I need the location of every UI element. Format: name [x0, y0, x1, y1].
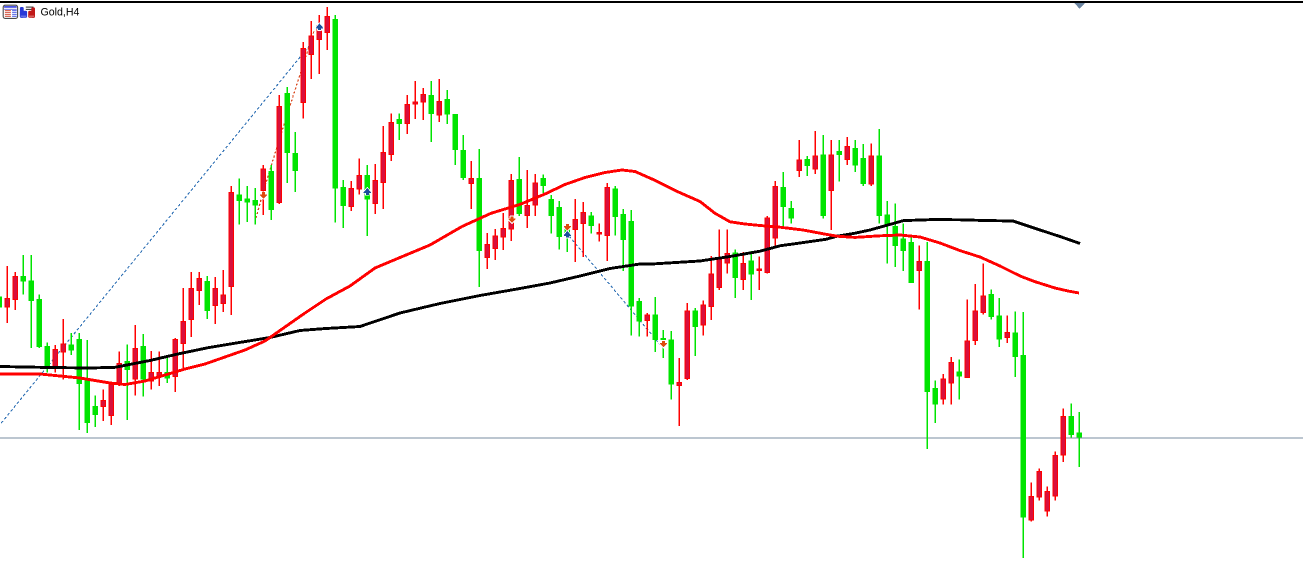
svg-text:Gold,H4: Gold,H4: [41, 6, 80, 18]
